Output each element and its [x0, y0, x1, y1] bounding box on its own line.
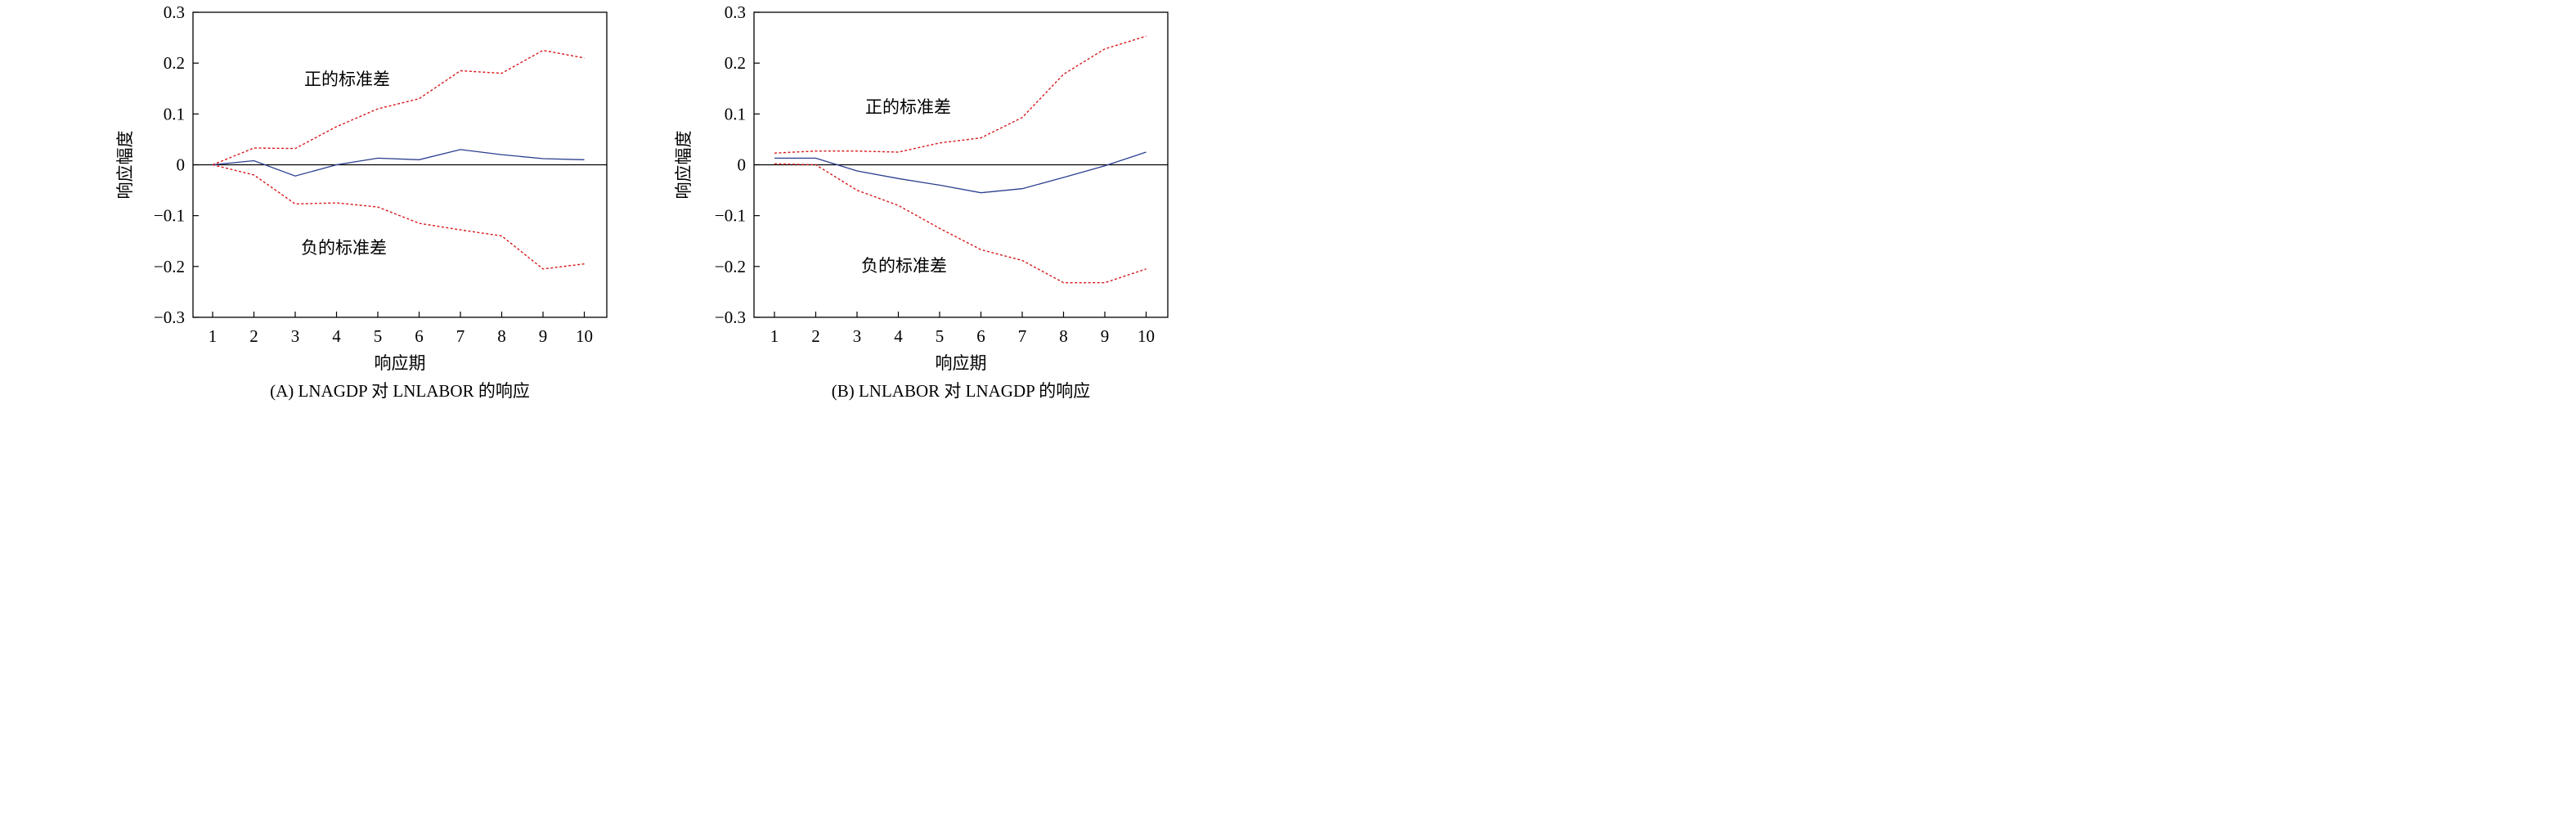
y-tick-label: 0	[177, 155, 186, 175]
x-tick-label: 10	[1138, 326, 1155, 346]
panel-caption: (B) LNLABOR 对 LNAGDP 的响应	[832, 381, 1091, 401]
response-line	[212, 149, 585, 177]
x-tick-label: 1	[209, 326, 218, 346]
y-tick-label: −0.3	[715, 307, 746, 327]
upper-std-annotation: 正的标准差	[304, 70, 390, 89]
x-tick-label: 3	[291, 326, 300, 346]
x-tick-label: 1	[770, 326, 779, 346]
x-tick-label: 9	[539, 326, 548, 346]
x-tick-label: 4	[894, 326, 903, 346]
upper-std-line	[212, 49, 585, 166]
y-tick-label: 0.1	[725, 104, 746, 123]
y-tick-label: −0.2	[715, 257, 746, 276]
x-axis-title: 响应期	[936, 353, 987, 373]
x-tick-label: 6	[415, 326, 424, 346]
x-tick-label: 7	[456, 326, 465, 346]
y-tick-label: 0.2	[164, 53, 185, 73]
lower-std-line	[774, 163, 1147, 284]
y-tick-label: −0.1	[715, 206, 746, 226]
x-tick-label: 7	[1018, 326, 1027, 346]
upper-std-annotation: 正的标准差	[865, 97, 951, 117]
y-axis-title: 响应幅度	[674, 131, 693, 200]
panel-b: 0.3 0.2 0.1 0 −0.1 −0.2 −0.3 1 2 3 4 5 6 7 8 9 10 正的标准差负的…	[674, 2, 1169, 401]
x-tick-label: 5	[374, 326, 383, 346]
x-tick-label: 6	[976, 326, 985, 346]
y-tick-label: 0	[738, 155, 747, 175]
y-tick-label: 0.3	[725, 2, 746, 22]
y-tick-label: −0.2	[154, 257, 185, 276]
y-tick-label: 0.1	[164, 104, 185, 123]
y-axis-title: 响应幅度	[115, 131, 135, 200]
x-tick-label: 9	[1101, 326, 1110, 346]
lower-std-line	[212, 164, 585, 270]
x-tick-label: 8	[1059, 326, 1068, 346]
x-tick-label: 3	[853, 326, 862, 346]
y-tick-label: 0.2	[725, 53, 746, 73]
x-tick-label: 10	[576, 326, 593, 346]
x-tick-label: 5	[936, 326, 945, 346]
y-tick-label: −0.3	[154, 307, 185, 327]
y-tick-label: −0.1	[154, 206, 185, 226]
lower-std-annotation: 负的标准差	[861, 256, 947, 276]
x-tick-label: 8	[497, 326, 506, 346]
y-tick-label: 0.3	[164, 2, 185, 22]
lower-std-annotation: 负的标准差	[301, 238, 387, 258]
x-tick-label: 4	[332, 326, 341, 346]
x-tick-label: 2	[249, 326, 258, 346]
figure: 0.30.20.10−0.1−0.2−0.31 2 3 4 5 6 7 8 9 10正的标准差负的…	[115, 2, 1169, 401]
panel-a: 0.3 0.2 0.1 0 −0.1 −0.2 −0.3 1 2 3 4 5 6 7 8 9 10 正的标准差负的…	[115, 2, 608, 401]
x-tick-label: 2	[811, 326, 820, 346]
panel-caption: (A) LNAGDP 对 LNLABOR 的响应	[270, 381, 530, 401]
x-axis-title: 响应期	[375, 353, 426, 373]
response-line	[774, 151, 1147, 194]
upper-std-line	[774, 35, 1147, 154]
